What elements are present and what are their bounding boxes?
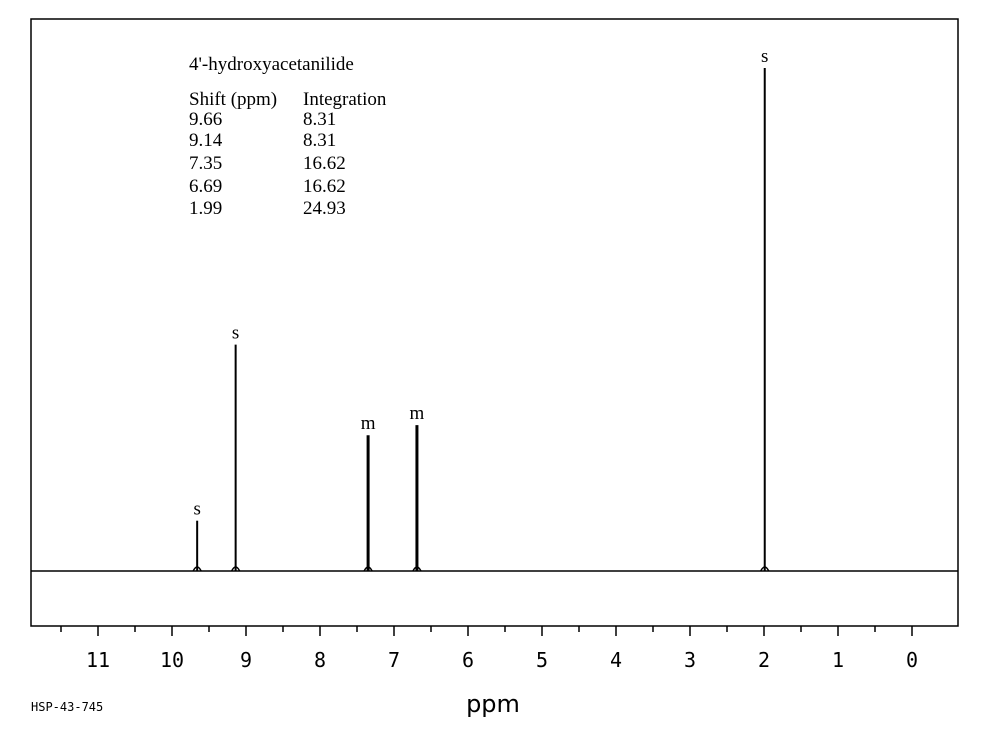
- peak-multiplicity-label-2: s: [232, 323, 239, 344]
- tick-label-8: 8: [314, 648, 326, 672]
- tick-label-4: 4: [610, 648, 622, 672]
- peak-base-2: [230, 566, 241, 572]
- peaks-group: s s m m s: [192, 46, 770, 572]
- peak-base-1: [192, 566, 202, 572]
- tick-label-0: 0: [906, 648, 918, 672]
- table-header-shift: Shift (ppm): [189, 89, 277, 110]
- peak-multiplicity-label-4: m: [410, 403, 425, 424]
- table-row-4-shift: 6.69: [189, 176, 222, 197]
- table-row-2-shift: 9.14: [189, 130, 223, 151]
- peak-base-5: [760, 566, 770, 572]
- peak-base-4: [412, 566, 422, 572]
- table-header-integration: Integration: [303, 89, 387, 110]
- table-row-4-integration: 16.62: [303, 176, 346, 197]
- table-row-2-integration: 8.31: [303, 130, 336, 151]
- table-row-5-shift: 1.99: [189, 198, 222, 219]
- spectrum-code-label: HSP-43-745: [31, 700, 103, 714]
- tick-label-1: 1: [832, 648, 844, 672]
- tick-label-7: 7: [388, 648, 400, 672]
- tick-label-6: 6: [462, 648, 474, 672]
- peak-multiplicity-label-1: s: [193, 499, 200, 520]
- x-axis-ticks: 11 10 9 8 7 6 5 4 3 2 1 0: [60, 626, 918, 672]
- tick-label-9: 9: [240, 648, 252, 672]
- table-row-3-shift: 7.35: [189, 153, 222, 174]
- peak-multiplicity-label-3: m: [361, 413, 376, 434]
- table-row-5-integration: 24.93: [303, 198, 346, 219]
- peak-base-3: [363, 566, 373, 572]
- tick-label-10: 10: [160, 648, 184, 672]
- peak-multiplicity-label-5: s: [761, 46, 768, 67]
- table-row-3-integration: 16.62: [303, 153, 346, 174]
- table-row-1-shift: 9.66: [189, 109, 222, 130]
- x-axis-label: ppm: [466, 690, 520, 718]
- plot-frame: [30, 18, 959, 627]
- table-row-1-integration: 8.31: [303, 109, 336, 130]
- tick-label-3: 3: [684, 648, 696, 672]
- tick-label-5: 5: [536, 648, 548, 672]
- tick-label-2: 2: [758, 648, 770, 672]
- chart-title: 4'-hydroxyacetanilide: [189, 54, 354, 75]
- tick-label-11: 11: [86, 648, 110, 672]
